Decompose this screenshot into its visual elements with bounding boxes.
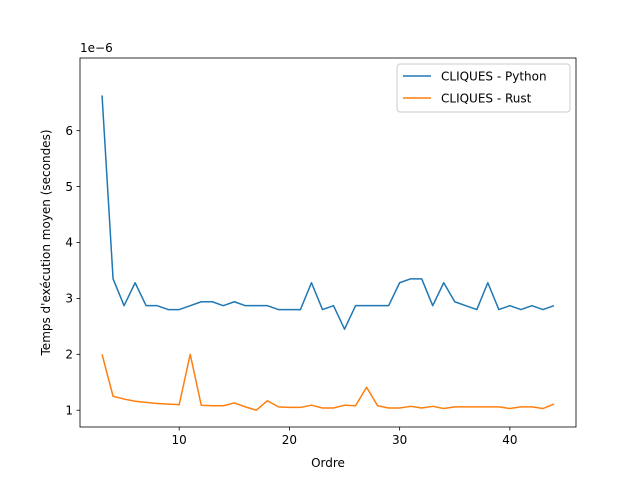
y-tick-label: 4 (65, 236, 73, 250)
y-axis-ticks: 1 2 3 4 5 6 (65, 124, 80, 417)
x-tick-label: 20 (282, 433, 297, 447)
x-tick-label: 40 (502, 433, 517, 447)
y-tick-label: 1 (65, 403, 73, 417)
y-tick-label: 3 (65, 292, 73, 306)
x-axis-ticks: 10 20 30 40 (172, 427, 518, 447)
y-axis-offset-label: 1e−6 (80, 41, 113, 55)
legend-label: CLIQUES - Rust (441, 91, 532, 105)
y-tick-label: 2 (65, 348, 73, 362)
y-tick-label: 6 (65, 124, 73, 138)
legend-label: CLIQUES - Python (441, 69, 547, 83)
y-axis-label: Temps d'exécution moyen (secondes) (39, 130, 53, 357)
legend-box (396, 63, 571, 113)
legend: CLIQUES - Python CLIQUES - Rust (396, 63, 571, 113)
x-tick-label: 30 (392, 433, 407, 447)
series-line-2 (101, 353, 555, 411)
x-axis-label: Ordre (311, 456, 345, 470)
series-line-1 (101, 95, 555, 330)
y-tick-label: 5 (65, 180, 73, 194)
x-tick-label: 10 (172, 433, 187, 447)
series-layer (101, 95, 555, 411)
